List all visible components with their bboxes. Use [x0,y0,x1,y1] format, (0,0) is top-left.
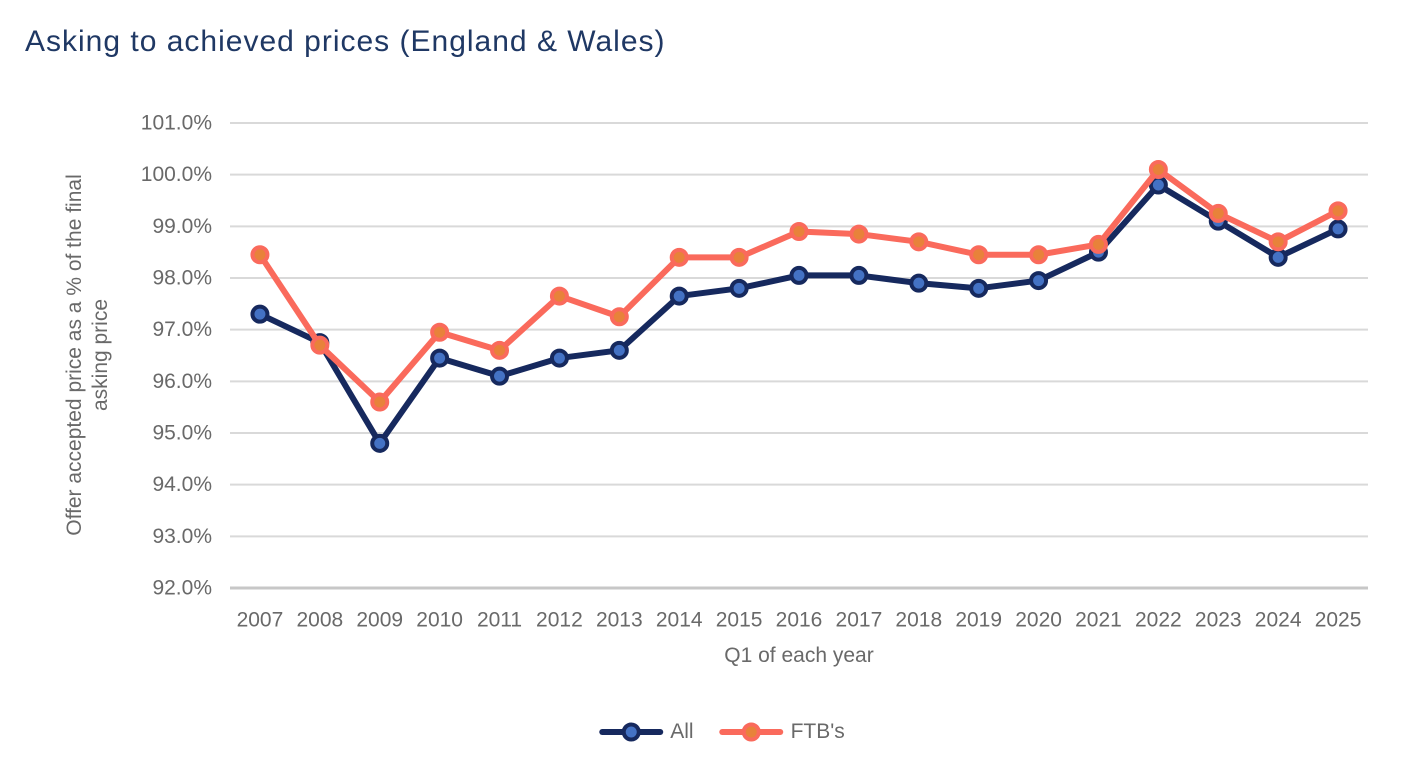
data-point-ftbs-2017 [849,224,869,244]
data-point-ftbs-2024 [1268,232,1288,252]
legend-swatch-all [599,722,664,742]
data-point-ftbs-2020 [1029,245,1049,265]
x-tick-label: 2024 [1255,609,1302,632]
x-tick-label: 2015 [716,609,763,632]
x-tick-label: 2011 [477,609,522,632]
data-point-all-2013 [609,340,629,360]
data-point-ftbs-2013 [609,307,629,327]
series-all [250,175,1348,453]
x-tick-label: 2014 [656,609,703,632]
data-point-ftbs-2022 [1148,160,1168,179]
x-tick-label: 2008 [296,609,343,632]
y-tick-label: 100.0% [141,163,212,186]
data-point-ftbs-2011 [490,340,510,360]
data-point-all-2017 [849,265,869,285]
y-tick-label: 96.0% [152,370,212,393]
data-point-all-2016 [789,265,809,285]
data-point-ftbs-2021 [1088,234,1108,254]
legend: All FTB's [599,720,845,744]
legend-item-ftbs: FTB's [719,720,845,744]
data-point-ftbs-2023 [1208,203,1228,223]
y-tick-label: 98.0% [152,267,212,290]
data-point-ftbs-2019 [969,245,989,265]
data-point-all-2019 [969,278,989,298]
legend-label-all: All [670,720,694,743]
data-point-all-2009 [370,433,390,453]
chart-title: Asking to achieved prices (England & Wal… [25,25,666,58]
y-tick-label: 101.0% [141,112,212,135]
y-tick-label: 97.0% [152,318,212,341]
x-tick-label: 2007 [237,609,284,632]
y-tick-label: 95.0% [152,422,212,445]
x-tick-label: 2009 [356,609,403,632]
x-tick-label: 2010 [416,609,463,632]
data-point-ftbs-2014 [669,247,689,267]
data-point-ftbs-2010 [430,322,450,342]
y-tick-label: 99.0% [152,215,212,238]
x-tick-label: 2013 [596,609,643,632]
gridlines [230,122,1368,590]
data-point-all-2020 [1029,271,1049,291]
data-point-all-2025 [1328,219,1348,239]
legend-swatch-ftbs [719,722,784,742]
x-tick-label: 2020 [1015,609,1062,632]
legend-marker-circle-icon [621,722,641,742]
y-axis-title-line-1: Offer accepted price as a % of the final [63,174,86,536]
data-point-ftbs-2025 [1328,201,1348,221]
x-tick-label: 2022 [1135,609,1182,632]
x-tick-label: 2018 [895,609,942,632]
series-ftbs [250,160,1348,412]
data-point-all-2014 [669,286,689,306]
x-tick-label: 2016 [776,609,823,632]
data-point-all-2015 [729,278,749,298]
legend-label-ftbs: FTB's [790,720,845,743]
data-point-ftbs-2012 [549,286,569,306]
data-point-ftbs-2016 [789,222,809,241]
y-tick-label: 92.0% [152,577,212,600]
legend-item-all: All [599,720,694,744]
data-point-all-2012 [549,348,569,368]
data-point-ftbs-2007 [250,245,270,265]
legend-marker-circle-icon [742,722,762,742]
data-point-all-2007 [250,304,270,324]
data-point-all-2018 [909,273,929,293]
x-tick-label: 2021 [1075,609,1122,632]
x-axis-title: Q1 of each year [724,644,874,667]
x-axis-tick-labels: 2007 2008 2009 2010 2011 2012 2013 2014 2015 2016… [237,609,1362,632]
x-tick-label: 2012 [536,609,583,632]
y-tick-label: 93.0% [152,525,212,548]
y-axis-title: Offer accepted price as a % of the final… [62,120,114,590]
data-point-ftbs-2018 [909,232,929,252]
x-tick-label: 2017 [836,609,883,632]
x-tick-label: 2019 [955,609,1002,632]
y-tick-label: 94.0% [152,473,212,496]
data-point-all-2010 [430,348,450,368]
x-tick-label: 2023 [1195,609,1242,632]
data-point-ftbs-2009 [370,392,390,412]
y-axis-tick-labels: 101.0% 100.0% 99.0% 98.0% 97.0% 96.0% 95.0% 94.… [141,112,212,600]
data-point-all-2011 [490,366,510,386]
data-point-ftbs-2015 [729,247,749,267]
data-point-ftbs-2008 [310,335,330,355]
series-line-ftbs [256,166,1342,405]
data-point-all-2024 [1268,247,1288,267]
x-tick-label: 2025 [1315,609,1362,632]
y-axis-title-line-2: asking price [89,298,112,412]
